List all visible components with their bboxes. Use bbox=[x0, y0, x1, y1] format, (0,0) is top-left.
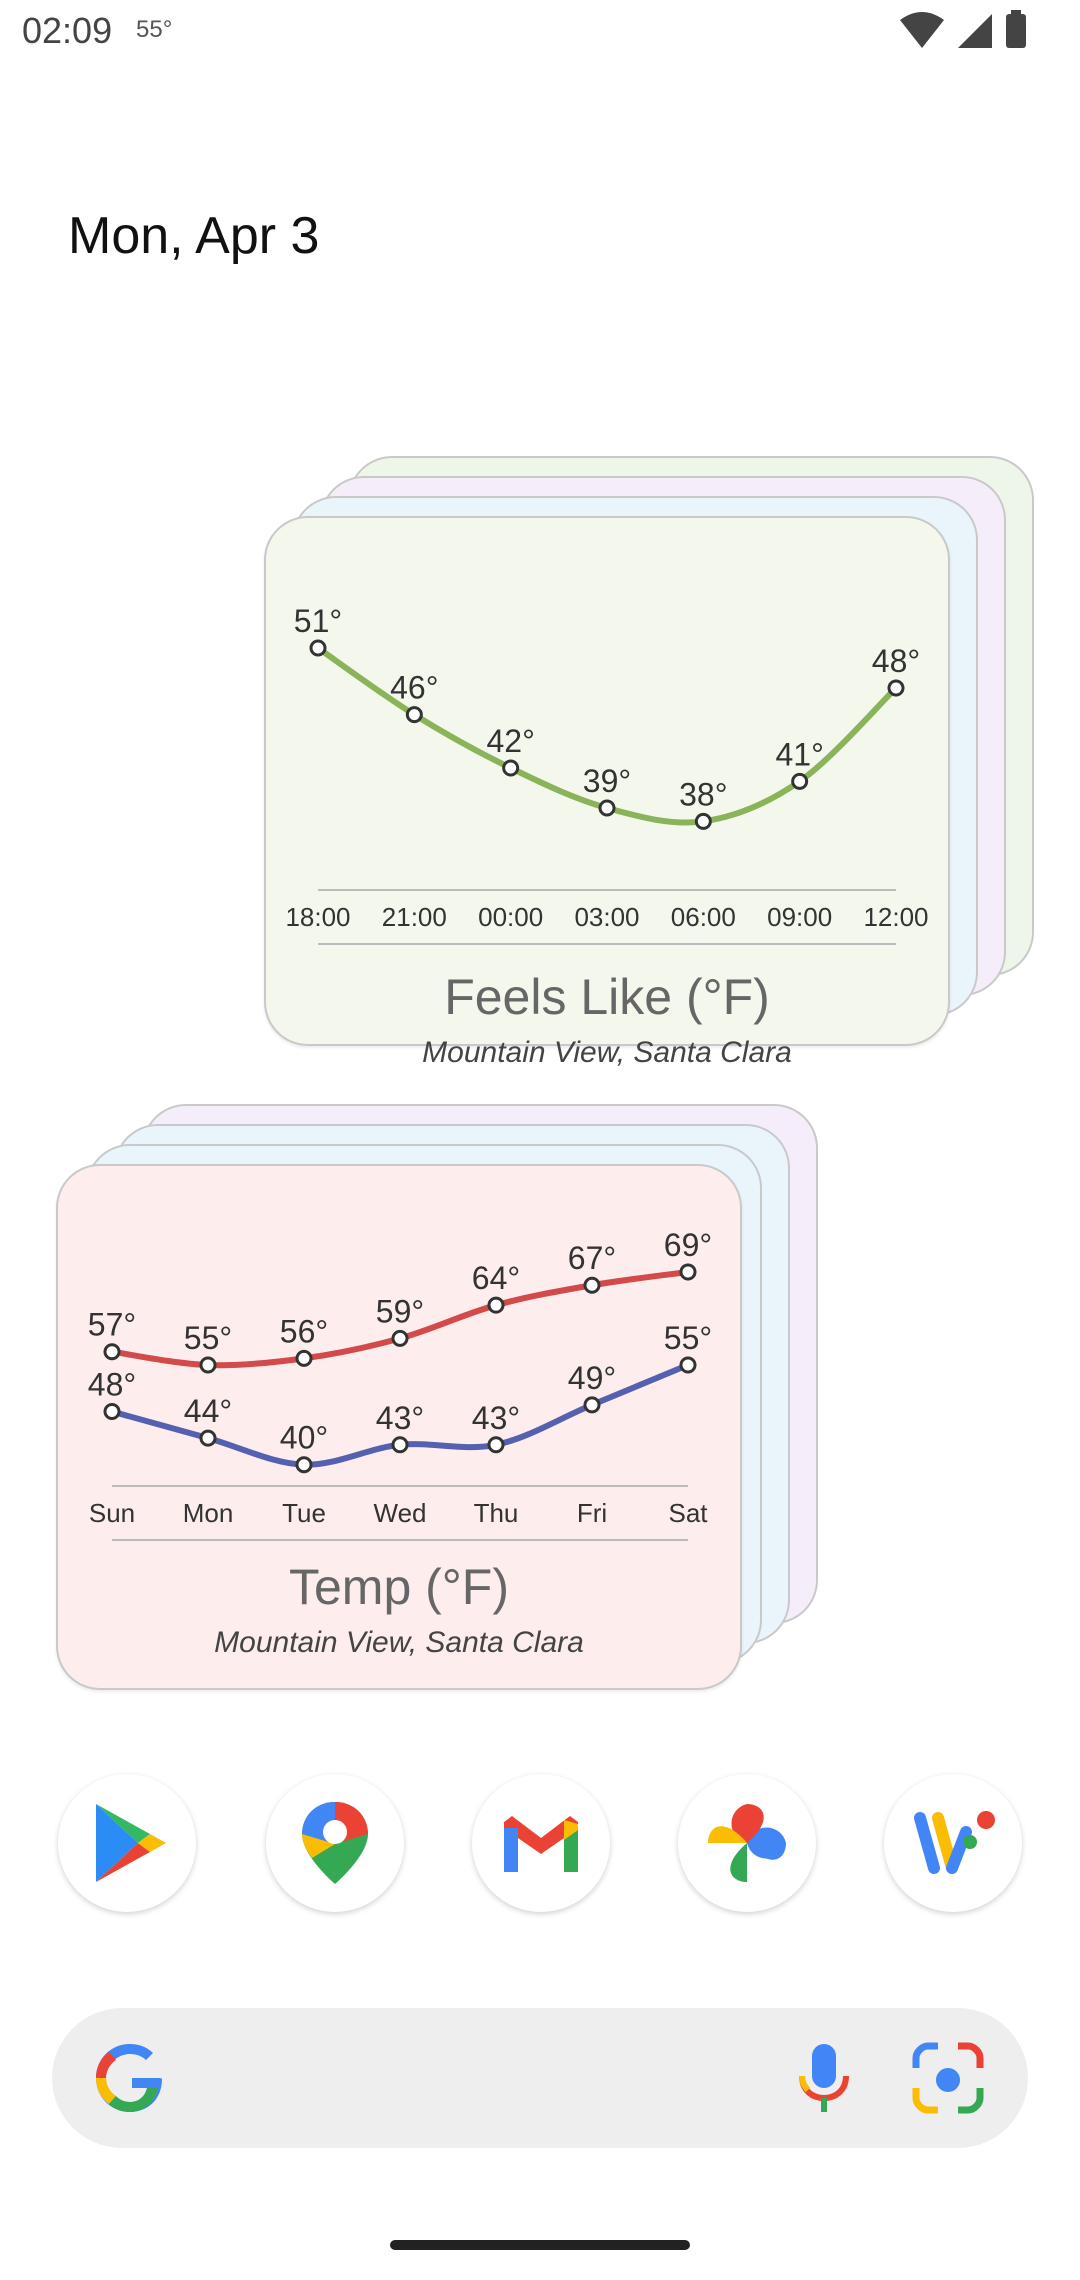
temp-title: Temp (°F) bbox=[289, 1559, 509, 1615]
wallet-icon[interactable] bbox=[884, 1774, 1022, 1912]
maps-icon[interactable] bbox=[266, 1774, 404, 1912]
temp-high-data-point bbox=[583, 1276, 601, 1294]
feels-like-tick-label: 06:00 bbox=[671, 902, 736, 932]
temp-tick-label: Thu bbox=[474, 1498, 519, 1528]
temp-high-data-label: 57° bbox=[88, 1307, 136, 1343]
feels-like-title: Feels Like (°F) bbox=[444, 969, 770, 1025]
temp-high-data-label: 67° bbox=[568, 1240, 616, 1276]
google-logo-icon bbox=[96, 2044, 162, 2112]
navigation-handle[interactable] bbox=[390, 2240, 690, 2250]
temp-tick-label: Sun bbox=[89, 1498, 135, 1528]
temp-low-data-point bbox=[679, 1356, 697, 1374]
temp-low-data-point bbox=[103, 1403, 121, 1421]
feels-like-data-point bbox=[309, 639, 327, 657]
feels-like-data-label: 42° bbox=[486, 723, 534, 759]
temp-high-data-point bbox=[679, 1263, 697, 1281]
feels-like-tick-label: 12:00 bbox=[863, 902, 928, 932]
date-label[interactable]: Mon, Apr 3 bbox=[68, 207, 320, 265]
temp-tick-label: Mon bbox=[183, 1498, 234, 1528]
temp-widget[interactable]: Sun Mon Tue Wed Thu Fri Sat 57° 55° 56° 59° 64° 67° 6… bbox=[56, 1104, 818, 1694]
temp-high-data-point bbox=[295, 1349, 313, 1367]
temp-low-data-label: 44° bbox=[184, 1393, 232, 1429]
temp-high-data-label: 55° bbox=[184, 1320, 232, 1356]
feels-like-data-point bbox=[791, 772, 809, 790]
feels-like-data-label: 39° bbox=[583, 763, 631, 799]
feels-like-data-point bbox=[598, 799, 616, 817]
temp-low-data-point bbox=[391, 1436, 409, 1454]
feels-like-tick-label: 03:00 bbox=[574, 902, 639, 932]
feels-like-tick-label: 00:00 bbox=[478, 902, 543, 932]
microphone-icon[interactable] bbox=[784, 2038, 864, 2118]
temp-high-data-label: 64° bbox=[472, 1260, 520, 1296]
battery-icon bbox=[1006, 14, 1026, 48]
feels-like-data-label: 51° bbox=[294, 603, 342, 639]
gmail-icon[interactable] bbox=[472, 1774, 610, 1912]
temp-chart: Sun Mon Tue Wed Thu Fri Sat 57° 55° 56° 59° 64° 67° 6… bbox=[88, 1227, 712, 1541]
temp-location: Mountain View, Santa Clara bbox=[214, 1626, 584, 1659]
temp-low-data-label: 55° bbox=[664, 1320, 712, 1356]
temp-high-data-point bbox=[199, 1356, 217, 1374]
wifi-icon bbox=[900, 12, 944, 48]
temp-low-data-point bbox=[583, 1396, 601, 1414]
status-time: 02:09 bbox=[22, 10, 113, 51]
feels-like-data-label: 41° bbox=[775, 736, 823, 772]
photos-icon[interactable] bbox=[678, 1774, 816, 1912]
feels-like-chart: 18:00 21:00 00:00 03:00 06:00 09:00 12:00 51° 46… bbox=[285, 603, 929, 945]
play-store-icon[interactable] bbox=[58, 1774, 196, 1912]
feels-like-tick-label: 21:00 bbox=[382, 902, 447, 932]
feels-like-card[interactable]: 18:00 21:00 00:00 03:00 06:00 09:00 12:00 51° 46… bbox=[264, 516, 950, 1069]
feels-like-data-point bbox=[887, 679, 905, 697]
lens-camera-icon[interactable] bbox=[908, 2038, 988, 2118]
feels-like-data-point bbox=[502, 759, 520, 777]
temp-low-data-point bbox=[487, 1436, 505, 1454]
temp-low-data-label: 40° bbox=[280, 1420, 328, 1456]
feels-like-tick-label: 18:00 bbox=[285, 902, 350, 932]
temp-high-data-label: 69° bbox=[664, 1227, 712, 1263]
temp-high-data-point bbox=[103, 1343, 121, 1361]
temp-high-data-point bbox=[487, 1296, 505, 1314]
temp-low-data-point bbox=[199, 1429, 217, 1447]
feels-like-data-label: 46° bbox=[390, 670, 438, 706]
temp-low-data-point bbox=[295, 1456, 313, 1474]
temp-low-data-label: 48° bbox=[88, 1367, 136, 1403]
temp-card[interactable]: Sun Mon Tue Wed Thu Fri Sat 57° 55° 56° 59° 64° 67° 6… bbox=[56, 1164, 742, 1690]
status-bar: 02:09 55° bbox=[0, 0, 1080, 64]
feels-like-data-label: 38° bbox=[679, 776, 727, 812]
feels-like-tick-label: 09:00 bbox=[767, 902, 832, 932]
feels-like-location: Mountain View, Santa Clara bbox=[422, 1036, 792, 1069]
temp-high-data-point bbox=[391, 1329, 409, 1347]
status-icons bbox=[900, 10, 1026, 48]
feels-like-data-point bbox=[694, 812, 712, 830]
temp-tick-label: Fri bbox=[577, 1498, 607, 1528]
temp-low-data-label: 43° bbox=[376, 1400, 424, 1436]
temp-tick-label: Tue bbox=[282, 1498, 326, 1528]
temp-high-data-label: 59° bbox=[376, 1293, 424, 1329]
temp-tick-label: Wed bbox=[374, 1498, 427, 1528]
cell-signal-icon bbox=[958, 14, 992, 48]
temp-low-data-label: 43° bbox=[472, 1400, 520, 1436]
status-temperature: 55° bbox=[136, 16, 173, 43]
temp-low-data-label: 49° bbox=[568, 1360, 616, 1396]
feels-like-widget[interactable]: 18:00 21:00 00:00 03:00 06:00 09:00 12:00 51° 46… bbox=[264, 456, 1034, 1069]
search-bar[interactable] bbox=[52, 2008, 1028, 2148]
temp-tick-label: Sat bbox=[668, 1498, 708, 1528]
temp-high-data-label: 56° bbox=[280, 1313, 328, 1349]
feels-like-data-label: 48° bbox=[872, 643, 920, 679]
feels-like-data-point bbox=[405, 706, 423, 724]
